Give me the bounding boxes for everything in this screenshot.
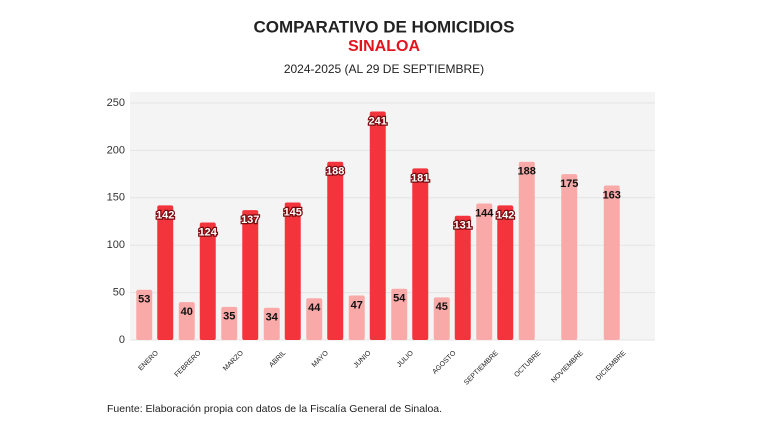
bar (284, 202, 301, 340)
data-label: 131 (454, 220, 472, 232)
x-tick-label: MARZO (222, 349, 245, 372)
x-tick-label: NOVIEMBRE (550, 350, 585, 385)
chart-period: 2024-2025 (AL 29 DE SEPTIEMBRE) (284, 62, 484, 76)
data-label: 163 (603, 189, 621, 201)
y-tick-label: 0 (119, 334, 125, 346)
source-note: Fuente: Elaboración propia con datos de … (107, 403, 442, 415)
x-tick-label: ENERO (137, 349, 160, 372)
bar (136, 289, 153, 340)
bar (263, 307, 280, 340)
y-tick-label: 250 (107, 97, 125, 109)
data-label: 188 (326, 166, 344, 178)
x-tick-label: DICIEMBRE (595, 350, 628, 383)
data-label: 175 (560, 178, 578, 190)
x-tick-label: JULIO (396, 349, 415, 368)
data-label: 53 (138, 294, 150, 306)
y-tick-label: 150 (107, 192, 125, 204)
bar (157, 205, 174, 340)
bar (518, 161, 535, 340)
data-label: 181 (411, 172, 429, 184)
y-tick-label: 200 (107, 144, 125, 156)
data-label: 44 (308, 302, 321, 314)
bar (454, 215, 471, 340)
data-label: 188 (518, 166, 536, 178)
data-label: 34 (266, 312, 279, 324)
bar (327, 161, 344, 340)
data-label: 241 (369, 115, 387, 127)
x-tick-label: MAYO (311, 349, 331, 369)
data-label: 142 (496, 209, 514, 221)
bar (497, 205, 514, 340)
bar (178, 302, 195, 340)
data-label: 40 (181, 306, 193, 318)
y-tick-label: 50 (113, 287, 125, 299)
x-tick-label: SEPTIEMBRE (463, 350, 500, 387)
x-tick-label: ABRIL (268, 350, 287, 369)
data-label: 145 (284, 206, 302, 218)
labels: 53 142 40 124 35 137 34 145 44 188 47 241 54 181 45 131… (138, 114, 621, 324)
bar (306, 298, 323, 340)
bar (433, 297, 450, 340)
bar (391, 288, 408, 340)
y-tick-label: 100 (107, 239, 125, 251)
bar (199, 222, 216, 340)
data-label: 124 (199, 226, 218, 238)
bar (242, 210, 259, 340)
bar (369, 111, 386, 340)
data-label: 45 (436, 301, 448, 313)
data-label: 54 (393, 293, 406, 305)
bars (136, 111, 620, 340)
x-tick-label: AGOSTO (431, 349, 457, 375)
bar (561, 174, 578, 340)
x-tick-label: JUNIO (353, 349, 373, 369)
bar (221, 306, 238, 340)
bar (348, 295, 365, 340)
x-tick-label: FEBRERO (174, 349, 203, 378)
chart-subtitle: SINALOA (348, 38, 420, 55)
data-label: 137 (241, 214, 259, 226)
data-label: 142 (156, 209, 174, 221)
chart-title: COMPARATIVO DE HOMICIDIOS (254, 17, 515, 36)
bar (412, 168, 429, 340)
bar (603, 185, 620, 340)
x-tick-label: OCTUBRE (513, 350, 542, 379)
data-label: 47 (351, 299, 363, 311)
data-label: 144 (475, 207, 494, 219)
data-label: 35 (223, 311, 235, 323)
bar (476, 203, 493, 340)
